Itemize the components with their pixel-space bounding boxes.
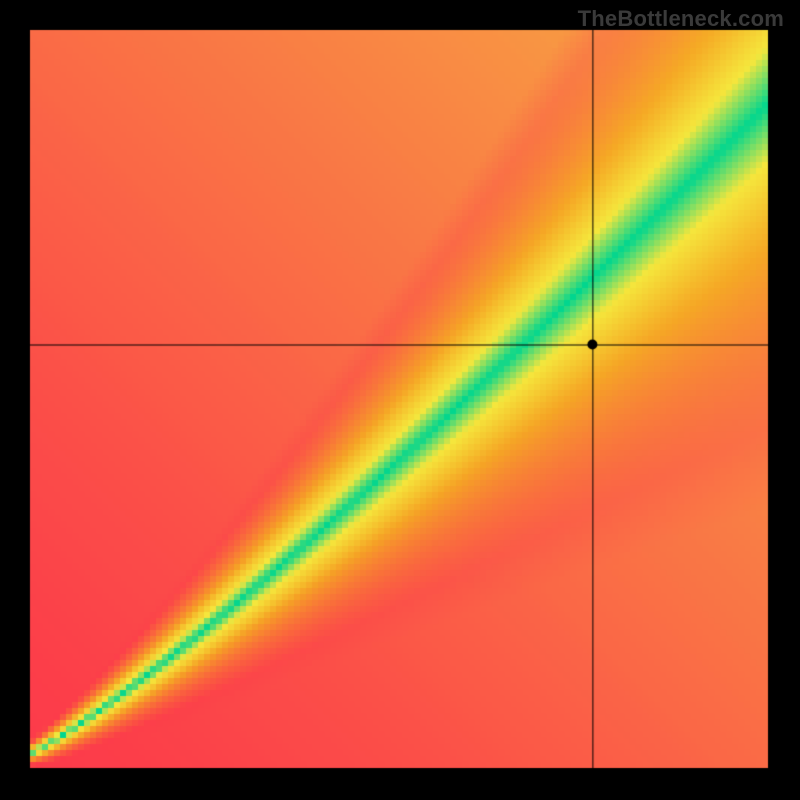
bottleneck-heatmap [0,0,800,800]
watermark-text: TheBottleneck.com [578,6,784,32]
chart-container: TheBottleneck.com [0,0,800,800]
